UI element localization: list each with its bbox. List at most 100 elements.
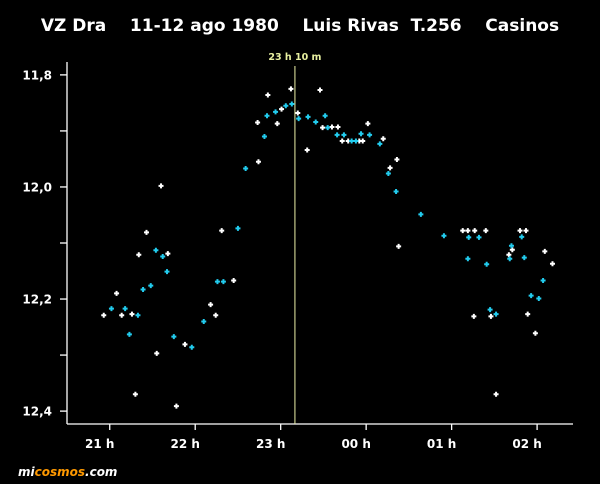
data-point-cyan: [148, 283, 154, 289]
data-point-white: [101, 312, 107, 318]
data-point-cyan: [164, 269, 170, 275]
data-point-cyan: [507, 256, 513, 262]
data-point-cyan: [135, 312, 141, 318]
data-point-white: [114, 290, 120, 296]
data-point-cyan: [418, 211, 424, 217]
data-point-white: [394, 157, 400, 163]
data-point-white: [213, 312, 219, 318]
data-point-cyan: [108, 306, 114, 312]
time-marker-label: 23 h 10 m: [268, 52, 321, 63]
data-point-white: [173, 403, 179, 409]
data-point-cyan: [243, 165, 249, 171]
data-point-cyan: [160, 253, 166, 259]
x-tick-label: 21 h: [85, 437, 114, 451]
x-tick-label: 02 h: [512, 437, 541, 451]
data-point-cyan: [140, 287, 146, 293]
data-point-cyan: [283, 103, 289, 109]
data-point-white: [493, 391, 499, 397]
time-marker: 23 h 10 m: [268, 52, 322, 424]
data-point-white: [329, 124, 335, 130]
data-point-white: [265, 92, 271, 98]
data-point-cyan: [189, 344, 195, 350]
data-point-cyan: [385, 171, 391, 177]
data-point-cyan: [214, 279, 220, 285]
x-tick-label: 23 h: [256, 437, 285, 451]
series-white: [101, 86, 555, 409]
data-point-white: [471, 313, 477, 319]
data-point-white: [208, 302, 214, 308]
data-point-cyan: [334, 132, 340, 138]
data-point-white: [274, 121, 280, 127]
data-point-cyan: [484, 261, 490, 267]
data-point-cyan: [377, 141, 383, 147]
data-point-white: [317, 87, 323, 93]
data-point-white: [335, 124, 341, 130]
y-tick-label: 12,0: [22, 180, 52, 194]
data-point-cyan: [273, 109, 279, 115]
data-point-cyan: [466, 234, 472, 240]
data-point-white: [255, 159, 261, 165]
data-point-white: [387, 165, 393, 171]
data-point-cyan: [528, 293, 534, 299]
data-point-cyan: [476, 234, 482, 240]
data-point-cyan: [201, 318, 207, 324]
data-point-white: [525, 311, 531, 317]
x-tick-label: 00 h: [341, 437, 370, 451]
data-point-white: [345, 138, 351, 144]
data-point-white: [119, 312, 125, 318]
data-point-white: [182, 341, 188, 347]
data-point-white: [129, 311, 135, 317]
data-point-white: [154, 350, 160, 356]
data-point-cyan: [171, 334, 177, 340]
x-tick-label: 22 h: [170, 437, 199, 451]
data-point-white: [509, 247, 515, 253]
data-point-white: [396, 243, 402, 249]
data-point-white: [295, 110, 301, 116]
chart-title: VZ Dra 11-12 ago 1980 Luis Rivas T.256 C…: [41, 16, 559, 36]
data-point-white: [483, 228, 489, 234]
series-cyan: [108, 101, 546, 350]
data-point-cyan: [521, 255, 527, 261]
data-point-cyan: [353, 138, 359, 144]
data-point-white: [132, 391, 138, 397]
y-tick-label: 12,2: [22, 293, 52, 307]
data-point-white: [231, 278, 237, 284]
data-point-cyan: [305, 114, 311, 120]
data-point-white: [517, 228, 523, 234]
data-point-cyan: [519, 234, 525, 240]
data-point-cyan: [235, 225, 241, 231]
logo-main: cosmos: [35, 465, 85, 479]
data-point-white: [465, 228, 471, 234]
data-point-cyan: [122, 306, 128, 312]
data-point-cyan: [508, 243, 514, 249]
data-point-cyan: [325, 125, 331, 131]
data-point-white: [288, 86, 294, 92]
data-point-white: [136, 252, 142, 258]
data-point-white: [472, 228, 478, 234]
data-point-white: [356, 138, 362, 144]
logo-prefix: mi: [18, 465, 36, 479]
data-point-cyan: [358, 131, 364, 137]
data-point-cyan: [289, 101, 295, 107]
data-point-white: [523, 228, 529, 234]
y-tick-label: 11,8: [22, 68, 52, 82]
ticks: 21 h 22 h 23 h 00 h 01 h 02 h 11,8 12,0 12,2 12,4: [22, 68, 541, 451]
data-point-cyan: [313, 119, 319, 125]
data-point-cyan: [540, 278, 546, 284]
data-point-white: [165, 251, 171, 257]
data-point-white: [488, 313, 494, 319]
x-tick-label: 01 h: [427, 437, 456, 451]
data-point-white: [532, 330, 538, 336]
data-point-cyan: [441, 233, 447, 239]
data-point-cyan: [367, 132, 373, 138]
y-tick-label: 12,4: [22, 405, 52, 419]
data-point-cyan: [126, 331, 132, 337]
data-point-white: [542, 248, 548, 254]
data-point-cyan: [393, 188, 399, 194]
data-point-cyan: [465, 256, 471, 262]
logo-suffix: .com: [85, 465, 117, 479]
data-point-white: [365, 121, 371, 127]
data-point-cyan: [261, 134, 267, 140]
data-point-white: [255, 120, 261, 126]
